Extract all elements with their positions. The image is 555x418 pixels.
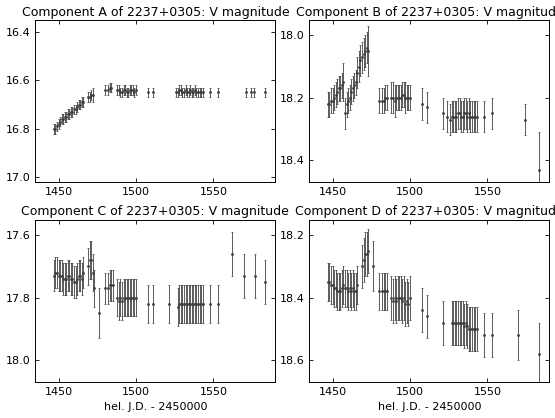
Title: Component A of 2237+0305: V magnitude: Component A of 2237+0305: V magnitude [22,5,289,18]
Title: Component C of 2237+0305: V magnitude: Component C of 2237+0305: V magnitude [22,205,289,218]
Title: Component D of 2237+0305: V magnitude: Component D of 2237+0305: V magnitude [295,205,555,218]
X-axis label: hel. J.D. - 2450000: hel. J.D. - 2450000 [377,403,481,413]
Title: Component B of 2237+0305: V magnitude: Component B of 2237+0305: V magnitude [295,5,555,18]
X-axis label: hel. J.D. - 2450000: hel. J.D. - 2450000 [104,403,207,413]
